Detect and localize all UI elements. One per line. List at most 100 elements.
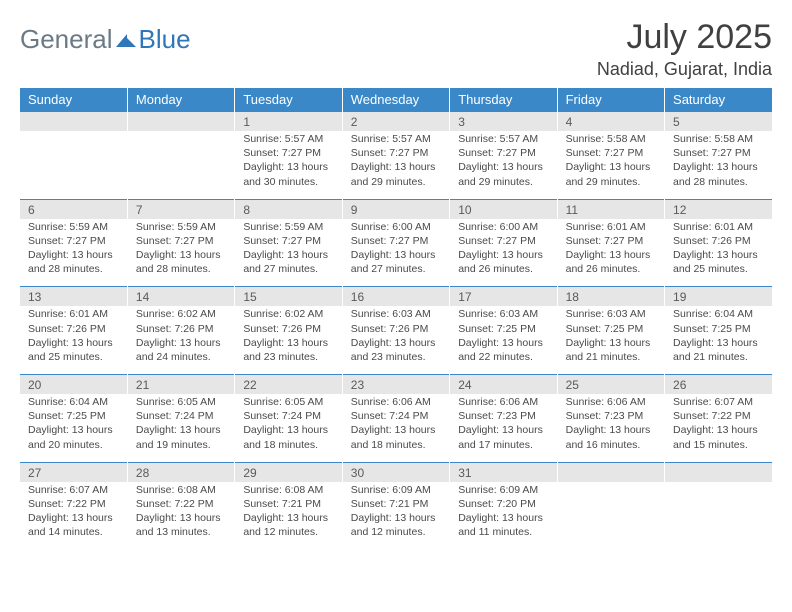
sunrise-text: Sunrise: 6:08 AM (243, 483, 333, 497)
sunrise-text: Sunrise: 6:02 AM (136, 307, 226, 321)
daylight-text-1: Daylight: 13 hours (28, 511, 119, 525)
day-header: Saturday (665, 88, 772, 112)
sunset-text: Sunset: 7:25 PM (458, 322, 548, 336)
daylight-text-1: Daylight: 13 hours (458, 336, 548, 350)
sunrise-text: Sunrise: 6:07 AM (673, 395, 764, 409)
date-cell: 1 (235, 112, 342, 132)
day-cell: Sunrise: 6:05 AMSunset: 7:24 PMDaylight:… (235, 394, 342, 462)
day-header: Wednesday (342, 88, 449, 112)
daylight-text-2: and 29 minutes. (458, 175, 548, 189)
date-cell: 31 (450, 462, 557, 482)
day-cell: Sunrise: 6:06 AMSunset: 7:23 PMDaylight:… (450, 394, 557, 462)
day-cell: Sunrise: 6:04 AMSunset: 7:25 PMDaylight:… (665, 306, 772, 374)
content-row: Sunrise: 6:01 AM Sunset: 7:26 PM Daylight:… (20, 306, 772, 374)
daylight-text-1: Daylight: 13 hours (673, 423, 764, 437)
date-cell: 15 (235, 287, 342, 307)
day-cell: Sunrise: 6:08 AMSunset: 7:22 PMDaylight:… (127, 482, 234, 550)
sunset-text: Sunset: 7:24 PM (243, 409, 333, 423)
day-header-row: Sunday Monday Tuesday Wednesday Thursday… (20, 88, 772, 112)
day-header: Monday (127, 88, 234, 112)
sunrise-text: Sunrise: 6:01 AM (566, 220, 656, 234)
day-cell: Sunrise: 6:09 AMSunset: 7:21 PMDaylight:… (342, 482, 449, 550)
sunrise-text: Sunrise: 6:01 AM (28, 307, 119, 321)
date-cell: 25 (557, 375, 664, 395)
daylight-text-2: and 18 minutes. (351, 438, 441, 452)
day-cell: Sunrise: 6:02 AMSunset: 7:26 PMDaylight:… (235, 306, 342, 374)
sunset-text: Sunset: 7:27 PM (458, 234, 548, 248)
day-cell (20, 131, 127, 199)
daylight-text-1: Daylight: 13 hours (673, 248, 764, 262)
sunrise-text: Sunrise: 6:06 AM (566, 395, 656, 409)
date-cell: 8 (235, 199, 342, 219)
content-row: Sunrise: 6:04 AMSunset: 7:25 PMDaylight:… (20, 394, 772, 462)
content-row: Sunrise: 5:57 AMSunset: 7:27 PMDaylight:… (20, 131, 772, 199)
day-cell: Sunrise: 6:03 AMSunset: 7:26 PMDaylight:… (342, 306, 449, 374)
day-cell: Sunrise: 6:01 AMSunset: 7:26 PMDaylight:… (20, 306, 127, 374)
day-cell: Sunrise: 6:00 AMSunset: 7:27 PMDaylight:… (342, 219, 449, 287)
daylight-text-1: Daylight: 13 hours (351, 248, 441, 262)
daylight-text-1: Daylight: 13 hours (136, 248, 226, 262)
daylight-text-1: Daylight: 13 hours (28, 336, 119, 350)
day-cell: Sunrise: 5:58 AMSunset: 7:27 PMDaylight:… (557, 131, 664, 199)
date-cell: 30 (342, 462, 449, 482)
daylight-text-2: and 27 minutes. (351, 262, 441, 276)
sunrise-text: Sunrise: 5:59 AM (136, 220, 226, 234)
daylight-text-2: and 25 minutes. (673, 262, 764, 276)
daylight-text-1: Daylight: 13 hours (28, 423, 119, 437)
day-header: Friday (557, 88, 664, 112)
logo-text-general: General (20, 24, 113, 55)
daylight-text-1: Daylight: 13 hours (351, 160, 441, 174)
day-cell: Sunrise: 6:09 AMSunset: 7:20 PMDaylight:… (450, 482, 557, 550)
day-cell (557, 482, 664, 550)
sunrise-text: Sunrise: 6:08 AM (136, 483, 226, 497)
date-cell: 9 (342, 199, 449, 219)
day-cell: Sunrise: 6:01 AMSunset: 7:27 PMDaylight:… (557, 219, 664, 287)
daylight-text-1: Daylight: 13 hours (243, 160, 333, 174)
sunrise-text: Sunrise: 6:09 AM (458, 483, 548, 497)
daylight-text-1: Daylight: 13 hours (136, 423, 226, 437)
sunset-text: Sunset: 7:25 PM (673, 322, 764, 336)
sunset-text: Sunset: 7:27 PM (28, 234, 119, 248)
day-cell: Sunrise: 5:57 AMSunset: 7:27 PMDaylight:… (342, 131, 449, 199)
sunset-text: Sunset: 7:23 PM (566, 409, 656, 423)
day-cell: Sunrise: 6:03 AMSunset: 7:25 PMDaylight:… (557, 306, 664, 374)
daylight-text-1: Daylight: 13 hours (243, 423, 333, 437)
day-cell: Sunrise: 6:02 AMSunset: 7:26 PMDaylight:… (127, 306, 234, 374)
sunset-text: Sunset: 7:22 PM (673, 409, 764, 423)
sunrise-text: Sunrise: 6:07 AM (28, 483, 119, 497)
date-row: 20212223242526 (20, 375, 772, 395)
sunrise-text: Sunrise: 6:00 AM (458, 220, 548, 234)
sunrise-text: Sunrise: 5:58 AM (673, 132, 764, 146)
date-cell: 16 (342, 287, 449, 307)
date-cell: 22 (235, 375, 342, 395)
day-cell: Sunrise: 6:00 AMSunset: 7:27 PMDaylight:… (450, 219, 557, 287)
date-cell: 6 (20, 199, 127, 219)
date-row: 12345 (20, 112, 772, 132)
daylight-text-2: and 11 minutes. (458, 525, 548, 539)
daylight-text-1: Daylight: 13 hours (566, 423, 656, 437)
daylight-text-2: and 18 minutes. (243, 438, 333, 452)
sunrise-text: Sunrise: 6:02 AM (243, 307, 333, 321)
day-cell: Sunrise: 6:08 AMSunset: 7:21 PMDaylight:… (235, 482, 342, 550)
sunset-text: Sunset: 7:26 PM (136, 322, 226, 336)
sunrise-text: Sunrise: 5:59 AM (243, 220, 333, 234)
date-cell: 17 (450, 287, 557, 307)
day-cell (127, 131, 234, 199)
date-cell: 24 (450, 375, 557, 395)
day-cell: Sunrise: 6:07 AMSunset: 7:22 PMDaylight:… (20, 482, 127, 550)
day-cell: Sunrise: 6:03 AMSunset: 7:25 PMDaylight:… (450, 306, 557, 374)
sunset-text: Sunset: 7:27 PM (243, 234, 333, 248)
sunrise-text: Sunrise: 6:01 AM (673, 220, 764, 234)
daylight-text-2: and 24 minutes. (136, 350, 226, 364)
daylight-text-1: Daylight: 13 hours (566, 336, 656, 350)
date-cell (127, 112, 234, 132)
date-cell: 10 (450, 199, 557, 219)
sunset-text: Sunset: 7:25 PM (28, 409, 119, 423)
daylight-text-2: and 17 minutes. (458, 438, 548, 452)
sunrise-text: Sunrise: 6:05 AM (243, 395, 333, 409)
sunrise-text: Sunrise: 6:03 AM (566, 307, 656, 321)
sunrise-text: Sunrise: 5:57 AM (458, 132, 548, 146)
date-cell: 4 (557, 112, 664, 132)
daylight-text-2: and 16 minutes. (566, 438, 656, 452)
sunrise-text: Sunrise: 6:04 AM (28, 395, 119, 409)
